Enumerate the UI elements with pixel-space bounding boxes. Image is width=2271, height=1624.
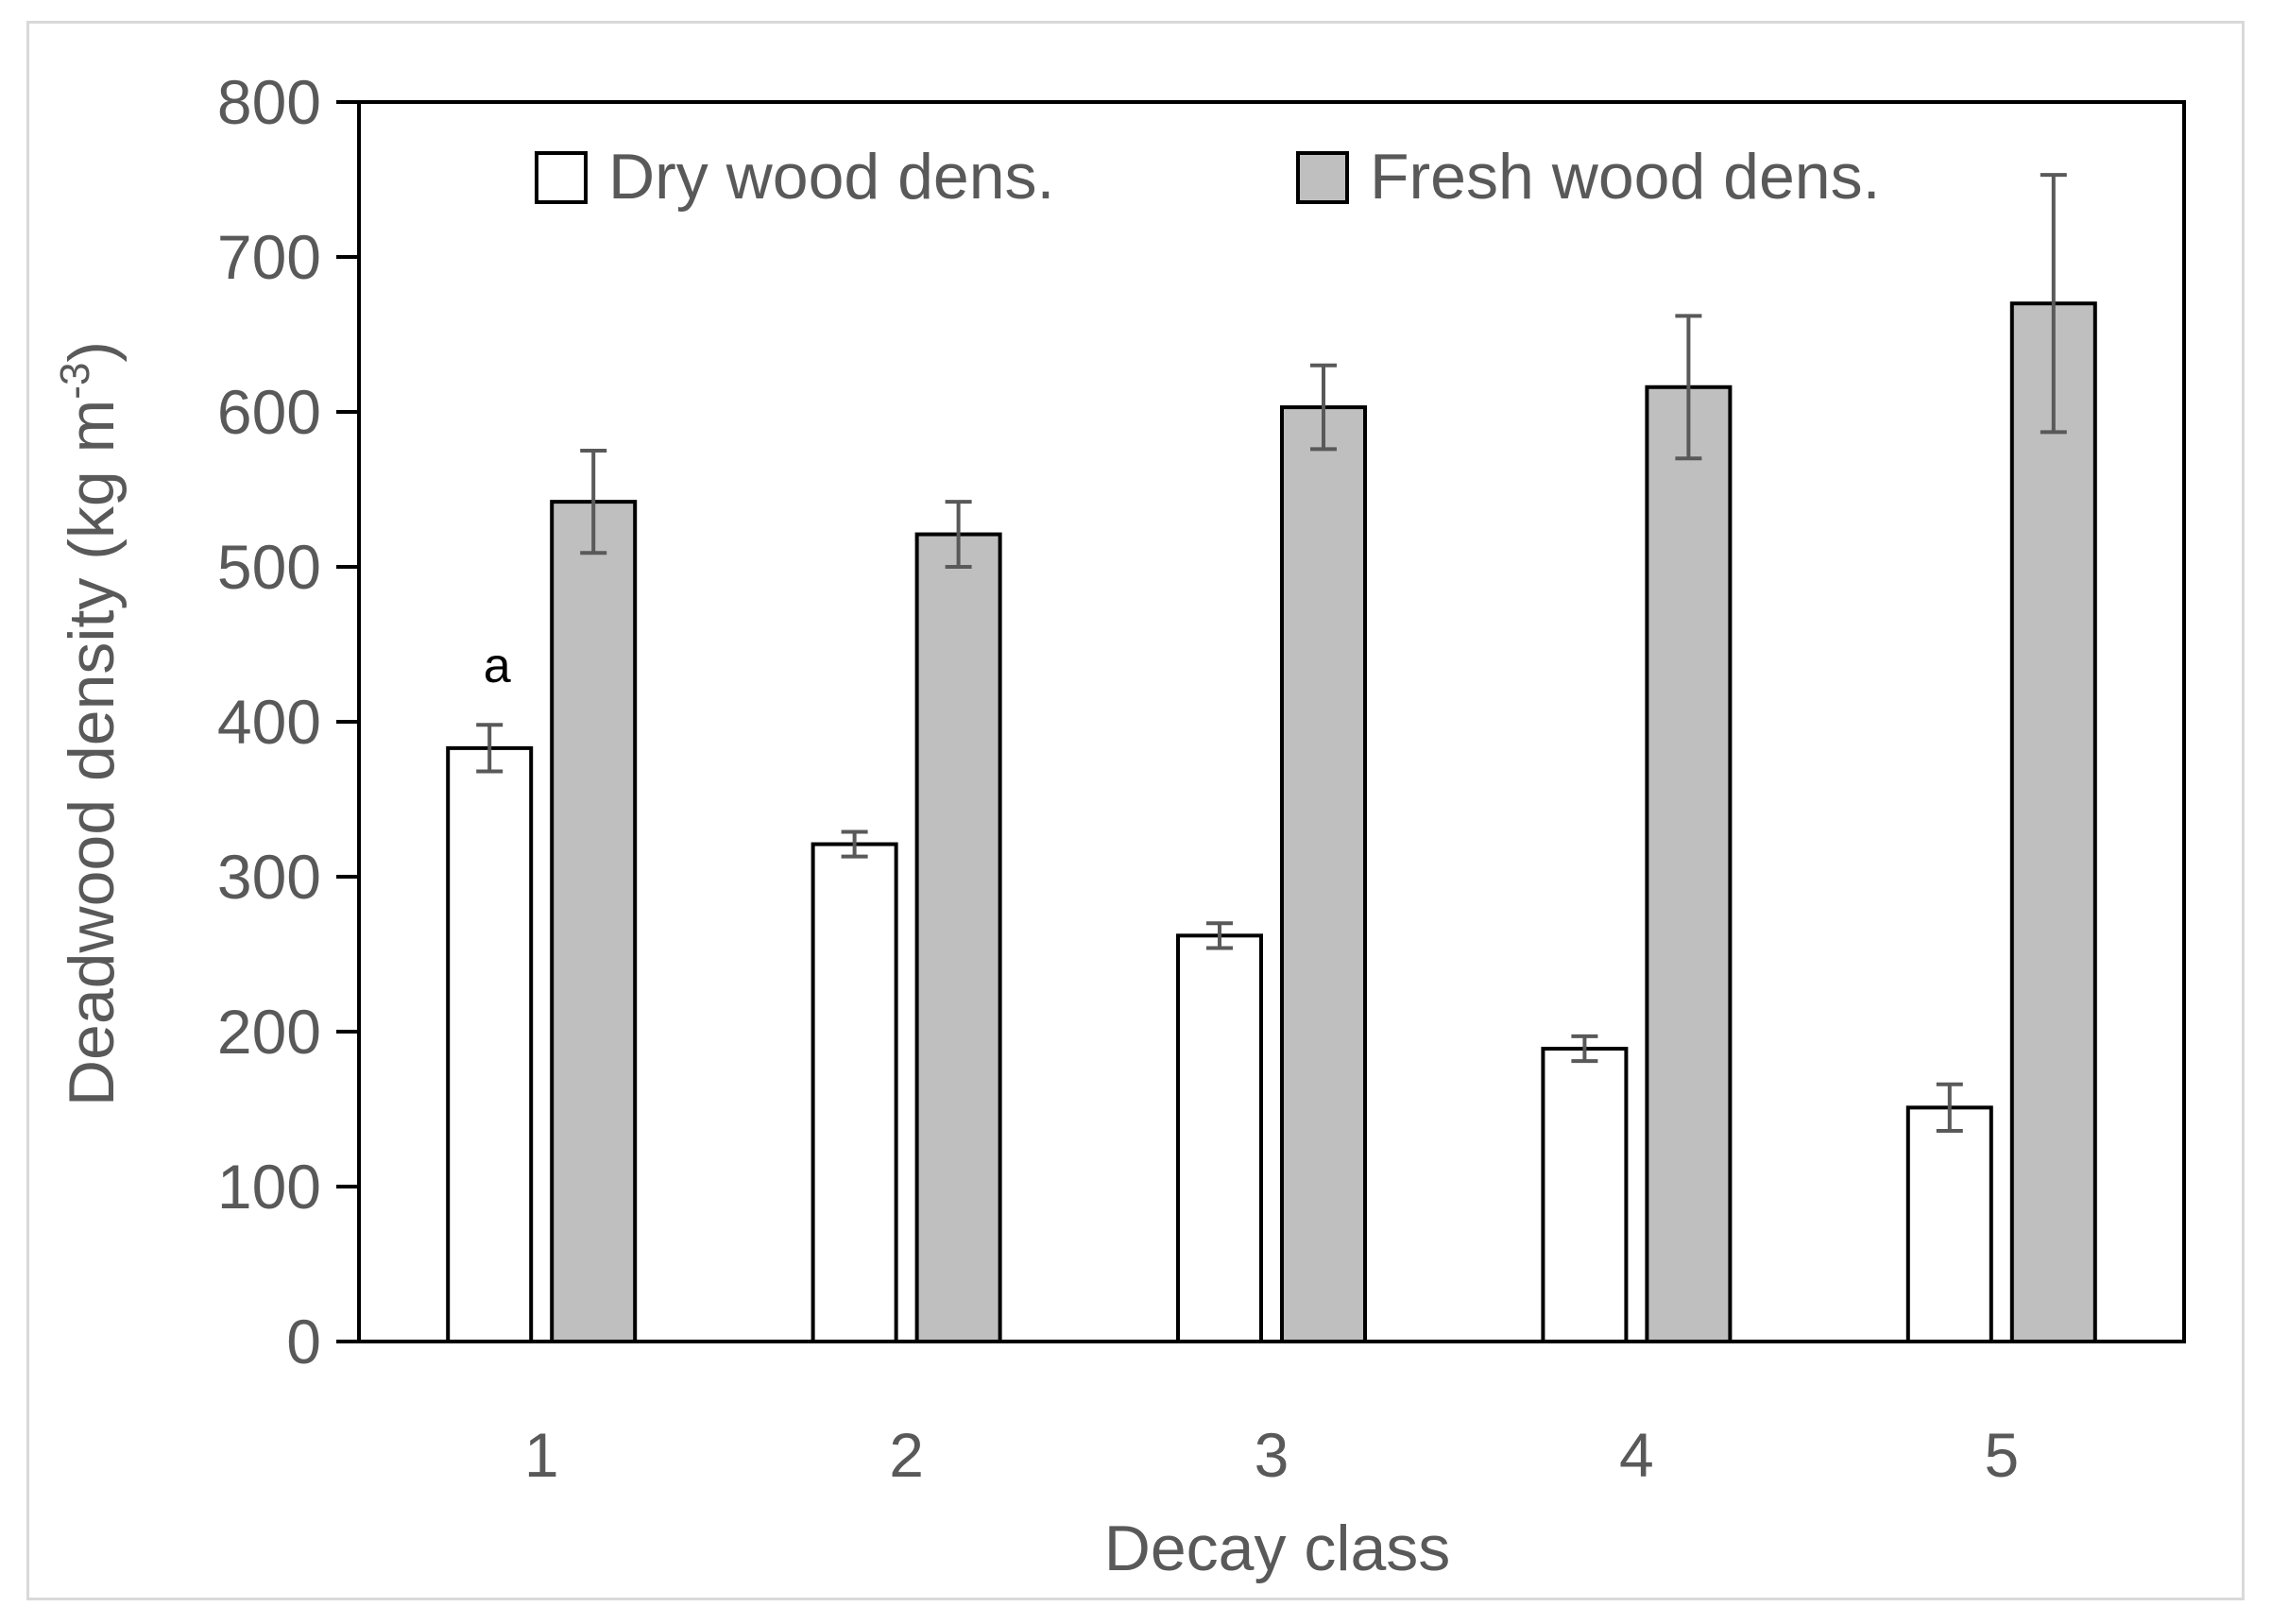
error-bar-dry-class-3 [1206, 921, 1233, 950]
y-tick-label-100: 100 [217, 1152, 321, 1222]
bar-fresh-class-5 [2009, 301, 2097, 1344]
chart-frame [26, 21, 2245, 1600]
x-axis-title: Decay class [1104, 1513, 1451, 1584]
legend: Dry wood dens. Fresh wood dens. [535, 141, 1881, 213]
bars-layer [446, 301, 2097, 1344]
x-tick-label-5: 5 [1984, 1420, 2019, 1490]
y-tick-label-800: 800 [217, 67, 321, 137]
x-tick-label-1: 1 [524, 1420, 559, 1490]
axes-layer [336, 100, 2186, 1343]
bar-dry-class-1 [446, 745, 534, 1343]
y-tick-label-200: 200 [217, 997, 321, 1067]
error-bars-layer [476, 173, 2067, 1133]
error-bar-dry-class-2 [841, 829, 868, 859]
legend-label-dry: Dry wood dens. [608, 141, 1054, 213]
annotation-label-0: a [484, 639, 511, 693]
y-tick-label-500: 500 [217, 532, 321, 602]
y-tick-labels: 0 100 200 300 400 500 600 700 800 [217, 67, 321, 1376]
y-tick-label-300: 300 [217, 842, 321, 912]
y-tick-label-0: 0 [286, 1307, 321, 1376]
error-bar-fresh-class-3 [1310, 363, 1337, 452]
y-axis-title-close: ) [56, 341, 128, 363]
x-tick-label-3: 3 [1255, 1420, 1289, 1490]
y-axis-title: Deadwood density (kg m-3) [52, 341, 128, 1106]
bar-fresh-class-1 [550, 500, 638, 1343]
x-tick-label-2: 2 [889, 1420, 924, 1490]
legend-label-fresh: Fresh wood dens. [1370, 141, 1881, 213]
bar-dry-class-3 [1176, 933, 1263, 1343]
bar-dry-class-4 [1541, 1047, 1629, 1344]
annotations-layer: a [484, 639, 511, 693]
y-axis-title-sup: -3 [52, 363, 98, 400]
legend-swatch-dry [535, 151, 588, 204]
y-tick-label-700: 700 [217, 222, 321, 292]
legend-swatch-fresh [1296, 151, 1349, 204]
bar-dry-class-2 [811, 842, 898, 1343]
error-bar-fresh-class-5 [2040, 173, 2067, 435]
bar-fresh-class-3 [1280, 405, 1367, 1343]
x-tick-label-4: 4 [1619, 1420, 1654, 1490]
bar-dry-class-5 [1905, 1105, 1993, 1343]
x-tick-labels: 1 2 3 4 5 [524, 1420, 2019, 1490]
y-tick-label-600: 600 [217, 377, 321, 447]
y-axis-title-main: Deadwood density (kg m [56, 400, 128, 1106]
error-bar-dry-class-4 [1571, 1034, 1598, 1064]
y-tick-label-400: 400 [217, 687, 321, 757]
bar-fresh-class-4 [1645, 385, 1733, 1343]
error-bar-fresh-class-2 [945, 500, 972, 569]
bar-fresh-class-2 [914, 532, 1002, 1343]
error-bar-dry-class-1 [476, 723, 504, 774]
error-bar-dry-class-5 [1936, 1082, 1963, 1133]
error-bar-fresh-class-4 [1675, 314, 1702, 461]
error-bar-fresh-class-1 [580, 449, 607, 556]
